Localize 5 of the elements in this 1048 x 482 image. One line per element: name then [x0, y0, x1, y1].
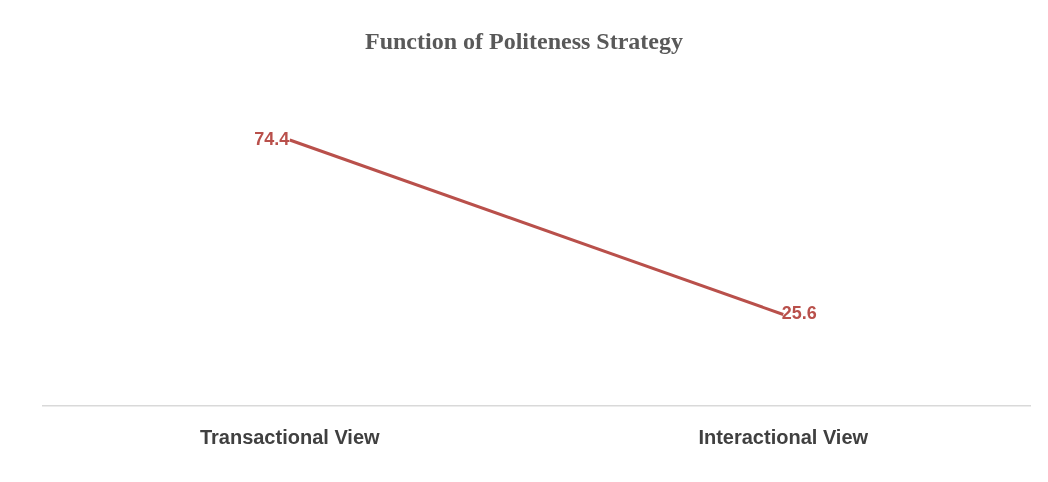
- data-label: 74.4: [254, 128, 290, 149]
- chart-title: Function of Politeness Strategy: [364, 28, 684, 55]
- data-label: 25.6: [781, 303, 817, 324]
- x-tick-label: Interactional View: [698, 425, 869, 448]
- x-tick-label: Transactional View: [199, 425, 381, 448]
